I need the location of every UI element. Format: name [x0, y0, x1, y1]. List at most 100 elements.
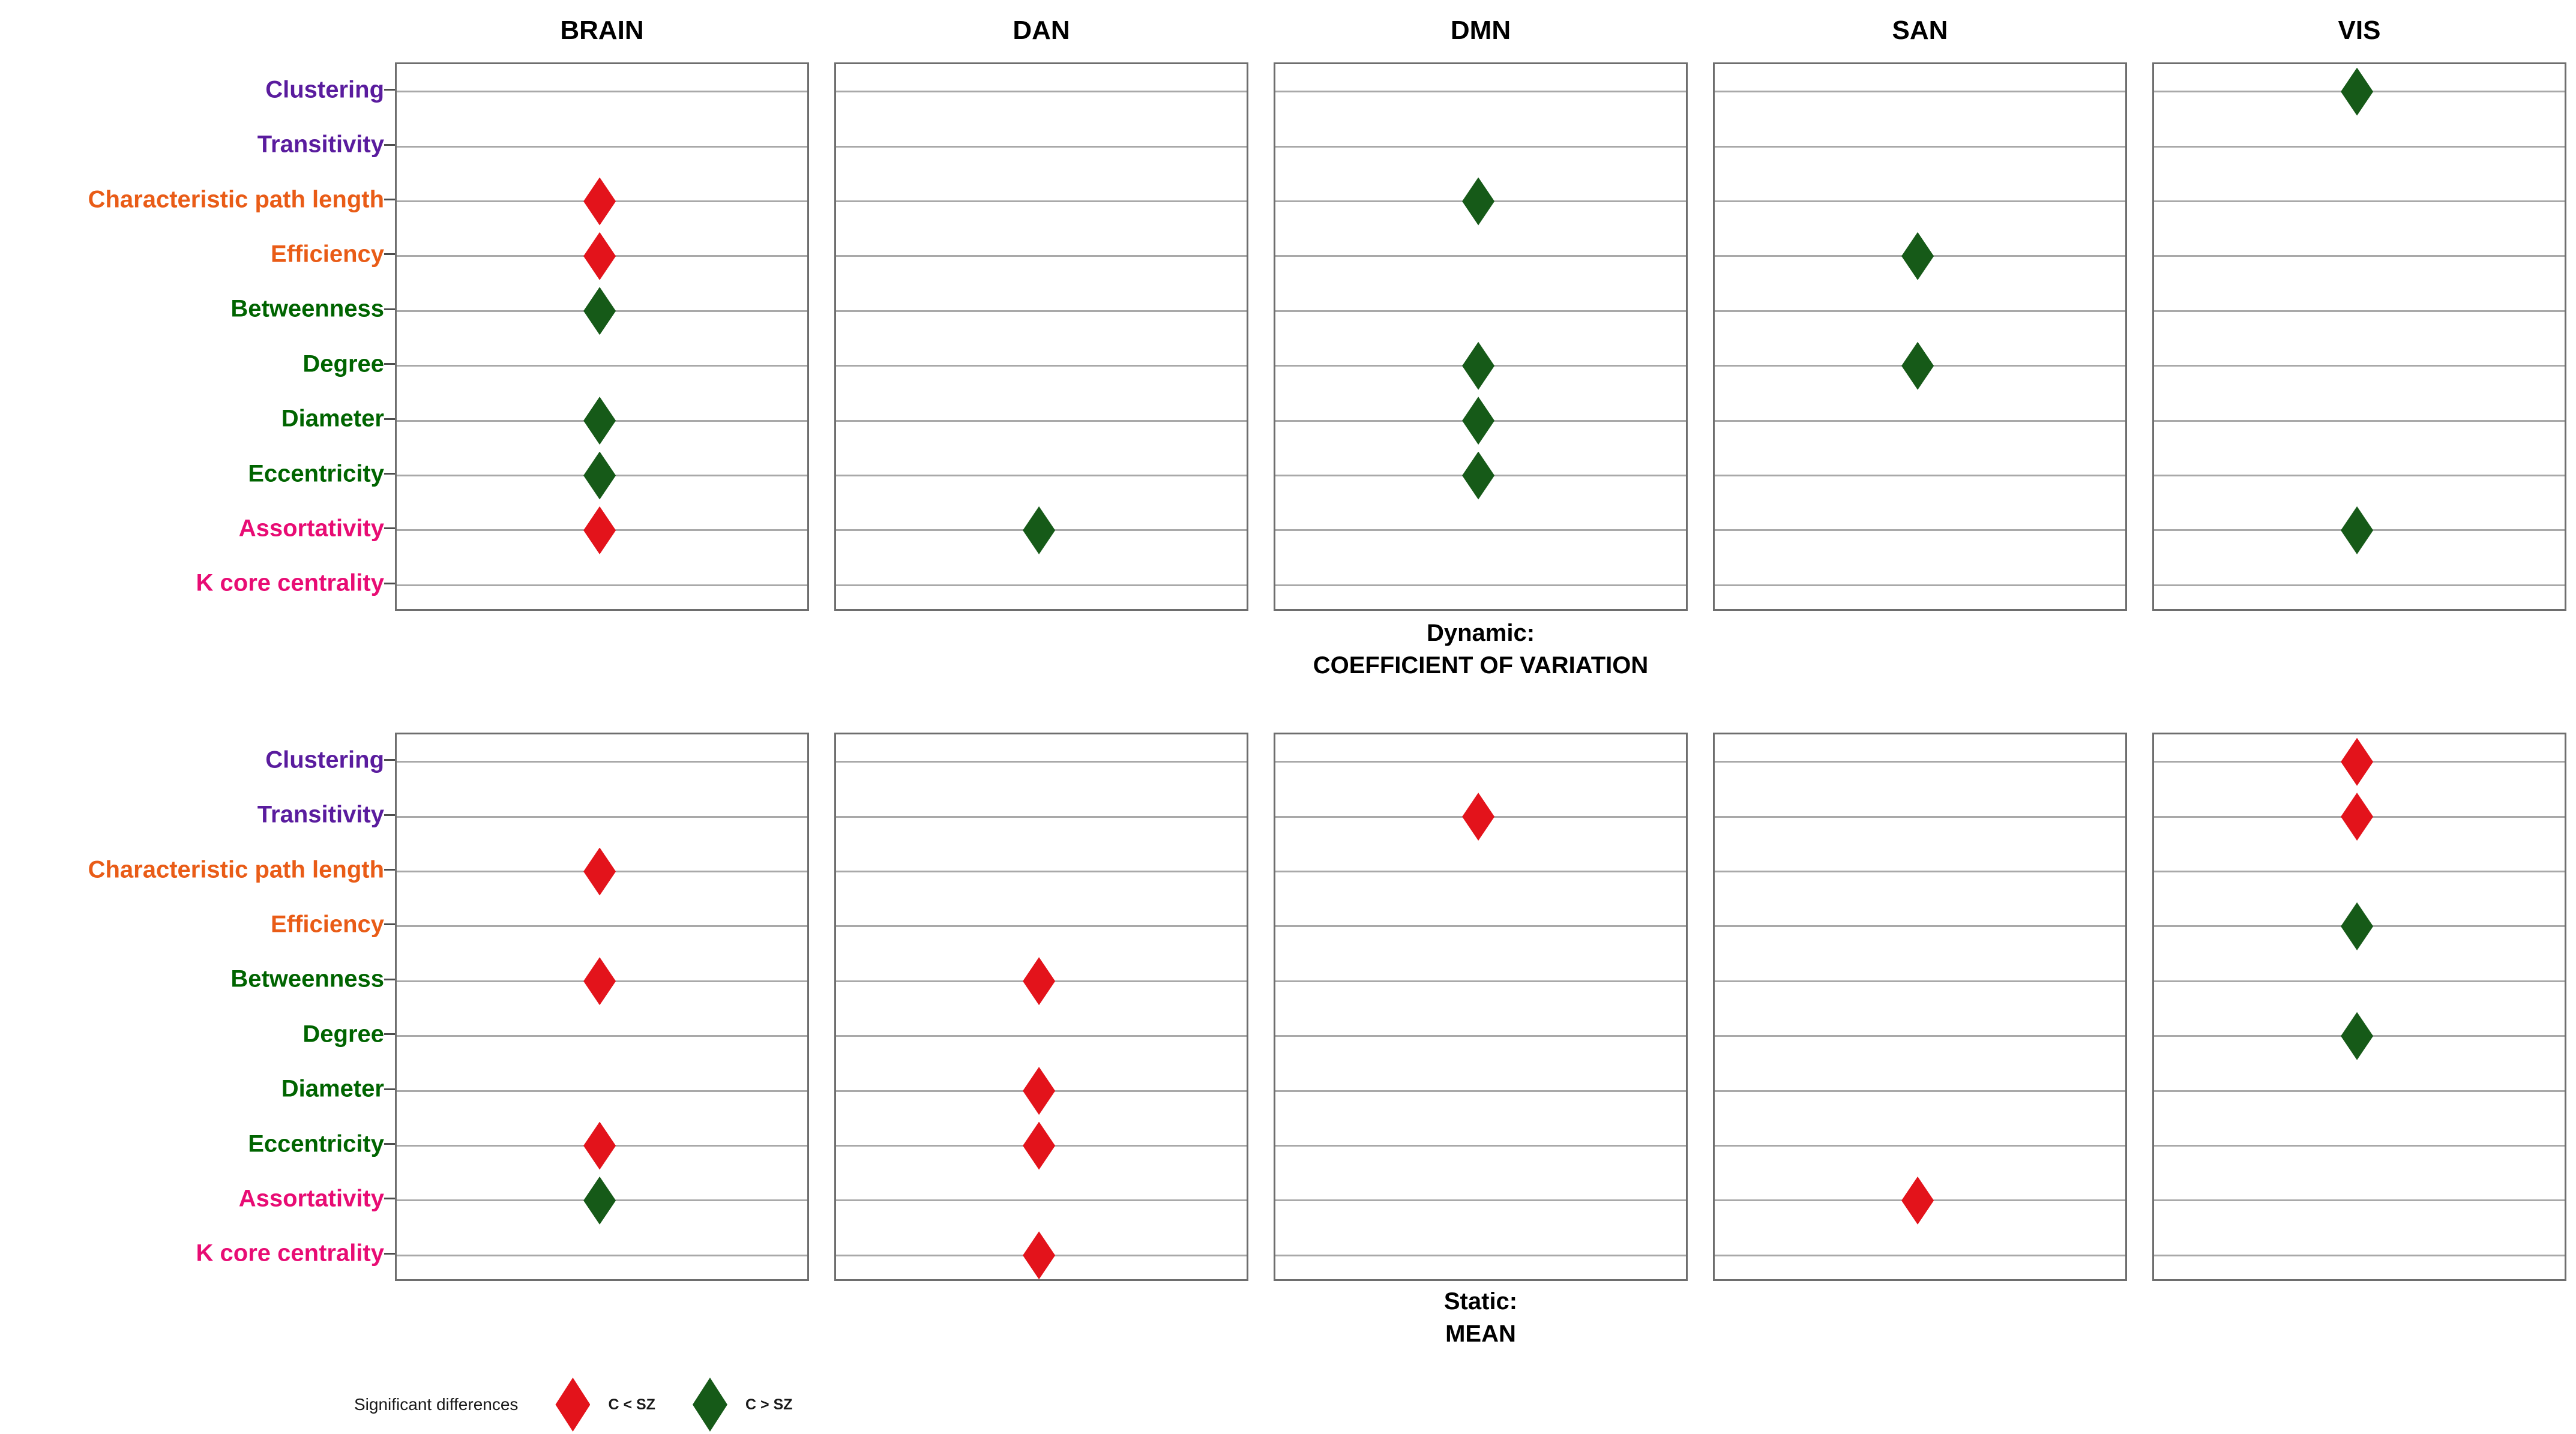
gridline [1275, 91, 1686, 93]
gridline [2154, 365, 2565, 367]
y-axis-label-betweenness: Betweenness [230, 295, 384, 322]
gridline [836, 1035, 1247, 1037]
gridline [836, 475, 1247, 476]
gridline [1715, 145, 2125, 148]
y-axis-label-betweenness: Betweenness [230, 965, 384, 992]
marker-san-efficiency-c-gt-sz [1901, 232, 1934, 280]
marker-dmn-transitivity-c-lt-sz [1462, 793, 1495, 841]
gridline [836, 310, 1247, 312]
gridline [1275, 761, 1686, 763]
gridline [397, 1090, 807, 1092]
marker-dan-diameter-c-lt-sz [1023, 1067, 1056, 1115]
axis-tick [384, 1033, 395, 1036]
legend: Significant differences C < SZ C > SZ [354, 1372, 792, 1434]
axis-tick [384, 89, 395, 91]
marker-vis-assortativity-c-gt-sz [2341, 506, 2374, 554]
y-axis-label-efficiency: Efficiency [271, 911, 384, 938]
facet-caption-static: Static: MEAN [1444, 1285, 1517, 1350]
gridline [2154, 1254, 2565, 1256]
marker-dan-betweenness-c-lt-sz [1023, 957, 1056, 1006]
gridline [1275, 871, 1686, 872]
gridline [397, 1254, 807, 1256]
marker-dmn-diameter-c-gt-sz [1462, 397, 1495, 445]
gridline [1715, 980, 2125, 982]
axis-tick [384, 1252, 395, 1255]
gridline [1715, 1254, 2125, 1256]
panel-title-dmn: DMN [1450, 16, 1511, 45]
panel-title-dan: DAN [1013, 16, 1070, 45]
caption-line: Static: [1443, 1288, 1518, 1315]
gridline [397, 365, 807, 367]
y-axis-label-clustering: Clustering [265, 76, 384, 103]
gridline [1715, 1090, 2125, 1092]
panel-title-brain: BRAIN [560, 16, 644, 45]
y-axis-label-degree: Degree [302, 350, 384, 377]
panel-dmn-facet-1 [1274, 733, 1688, 1281]
marker-dan-assortativity-c-gt-sz [1023, 506, 1056, 554]
panel-title-san: SAN [1892, 16, 1948, 45]
gridline [1715, 200, 2125, 202]
y-axis-label-eccentricity: Eccentricity [248, 1130, 384, 1157]
gridline [2154, 200, 2565, 202]
gridline [1275, 255, 1686, 257]
marker-dmn-eccentricity-c-gt-sz [1462, 451, 1495, 500]
axis-tick [384, 1143, 395, 1145]
axis-tick [384, 308, 395, 310]
marker-brain-eccentricity-c-gt-sz [583, 451, 616, 500]
gridline [2154, 871, 2565, 872]
y-axis-label-characteristic-path-length: Characteristic path length [88, 856, 384, 883]
gridline [1715, 419, 2125, 422]
gridline [1715, 1035, 2125, 1037]
panel-dmn-facet-0 [1274, 62, 1688, 611]
gridline [2154, 980, 2565, 982]
gridline [2154, 1090, 2565, 1092]
axis-tick [384, 1198, 395, 1200]
marker-brain-characteristic-path-length-c-lt-sz [583, 847, 616, 896]
axis-tick [384, 473, 395, 475]
gridline [1715, 871, 2125, 872]
y-axis-label-clustering: Clustering [265, 746, 384, 773]
gridline [397, 925, 807, 928]
gridline [1275, 1145, 1686, 1147]
marker-vis-transitivity-c-lt-sz [2341, 793, 2374, 841]
gridline [836, 145, 1247, 148]
gridline [397, 815, 807, 818]
panel-brain-facet-1 [395, 733, 809, 1281]
c-greater-than-sz-diamond-icon [692, 1378, 727, 1432]
gridline [1715, 584, 2125, 586]
marker-brain-betweenness-c-lt-sz [583, 957, 616, 1006]
gridline [397, 145, 807, 148]
legend-label-c-less-than-sz: C < SZ [608, 1396, 655, 1413]
gridline [397, 584, 807, 586]
marker-brain-assortativity-c-lt-sz [583, 506, 616, 554]
gridline [1275, 584, 1686, 586]
panel-san-facet-0 [1713, 62, 2127, 611]
gridline [836, 871, 1247, 872]
gridline [2154, 419, 2565, 422]
panel-vis-facet-0 [2152, 62, 2566, 611]
caption-line: MEAN [1445, 1321, 1516, 1347]
gridline [836, 365, 1247, 367]
y-axis-label-degree: Degree [302, 1021, 384, 1048]
gridline [1715, 925, 2125, 928]
gridline [2154, 584, 2565, 586]
gridline [2154, 310, 2565, 312]
marker-vis-efficiency-c-gt-sz [2341, 902, 2374, 950]
panel-title-vis: VIS [2338, 16, 2381, 45]
axis-tick [384, 814, 395, 816]
axis-tick [384, 253, 395, 256]
gridline [1715, 761, 2125, 763]
gridline [1275, 1090, 1686, 1092]
marker-brain-assortativity-c-gt-sz [583, 1176, 616, 1225]
marker-brain-efficiency-c-lt-sz [583, 232, 616, 280]
marker-dmn-degree-c-gt-sz [1462, 341, 1495, 390]
panel-vis-facet-1 [2152, 733, 2566, 1281]
panel-brain-facet-0 [395, 62, 809, 611]
gridline [1715, 310, 2125, 312]
gridline [1275, 1199, 1686, 1202]
gridline [1275, 925, 1686, 928]
y-axis-label-k-core-centrality: K core centrality [196, 1240, 384, 1267]
caption-line: COEFFICIENT OF VARIATION [1313, 652, 1649, 679]
gridline [836, 91, 1247, 93]
